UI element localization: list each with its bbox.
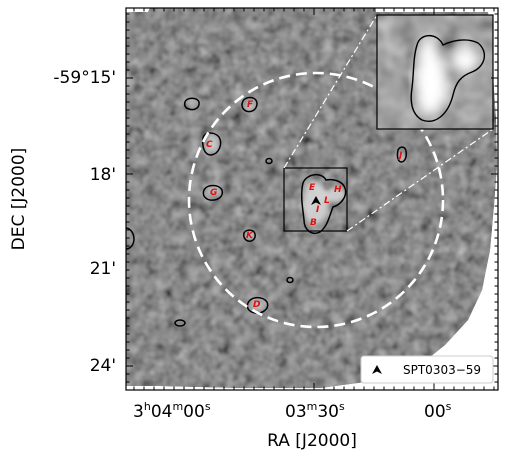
survey-circle	[187, 71, 445, 329]
flux-contours	[125, 96, 407, 327]
contour-f	[241, 96, 258, 113]
contour-d	[246, 296, 269, 314]
x-tick-label: 03m30s	[285, 400, 345, 422]
source-label-d: D	[253, 300, 261, 310]
contour-small-3	[174, 319, 186, 327]
y-tick-label: -59°15'	[53, 68, 116, 88]
contour-nw	[183, 97, 200, 111]
zoom-box	[283, 167, 348, 232]
plot-frame	[125, 7, 499, 391]
legend: SPT0303−59	[360, 355, 494, 384]
source-label-i: I	[316, 205, 320, 215]
contour-edge	[125, 227, 135, 250]
x-tick-label: 00s	[424, 400, 452, 422]
contour-small-2	[286, 276, 294, 284]
y-tick-label: 24'	[90, 356, 116, 376]
source-label-h: H	[334, 185, 342, 195]
x-tick-label: 3h04m00s	[133, 400, 211, 422]
y-tick-label: 21'	[90, 259, 116, 279]
source-labels: F C G E H L I B D J K	[206, 100, 403, 310]
contour-central	[300, 174, 347, 234]
source-label-g: G	[210, 188, 217, 198]
contour-small-1	[265, 157, 273, 165]
y-tick-label: 18'	[90, 165, 116, 185]
source-label-k: K	[246, 231, 254, 241]
inset-contour	[410, 34, 486, 122]
x-axis-label: RA [J2000]	[267, 431, 357, 451]
y-tick-labels: -59°15' 18' 21' 24'	[53, 68, 116, 376]
source-label-e: E	[309, 183, 316, 193]
contour-k	[243, 229, 256, 242]
source-label-f: F	[247, 100, 254, 110]
zoom-inset	[376, 14, 494, 130]
source-label-l: L	[324, 196, 330, 206]
source-label-j: J	[397, 151, 403, 161]
x-tick-labels: 3h04m00s 03m30s 00s	[133, 400, 452, 422]
legend-label: SPT0303−59	[403, 363, 481, 377]
y-axis-label: DEC [J2000]	[9, 148, 29, 251]
tick-marks	[126, 8, 498, 390]
legend-marker	[372, 365, 382, 374]
legend-box	[360, 355, 494, 384]
spt-marker	[311, 196, 321, 205]
contour-g	[202, 184, 224, 201]
contour-j	[396, 146, 407, 163]
source-label-c: C	[206, 140, 213, 150]
source-label-b: B	[310, 218, 317, 228]
